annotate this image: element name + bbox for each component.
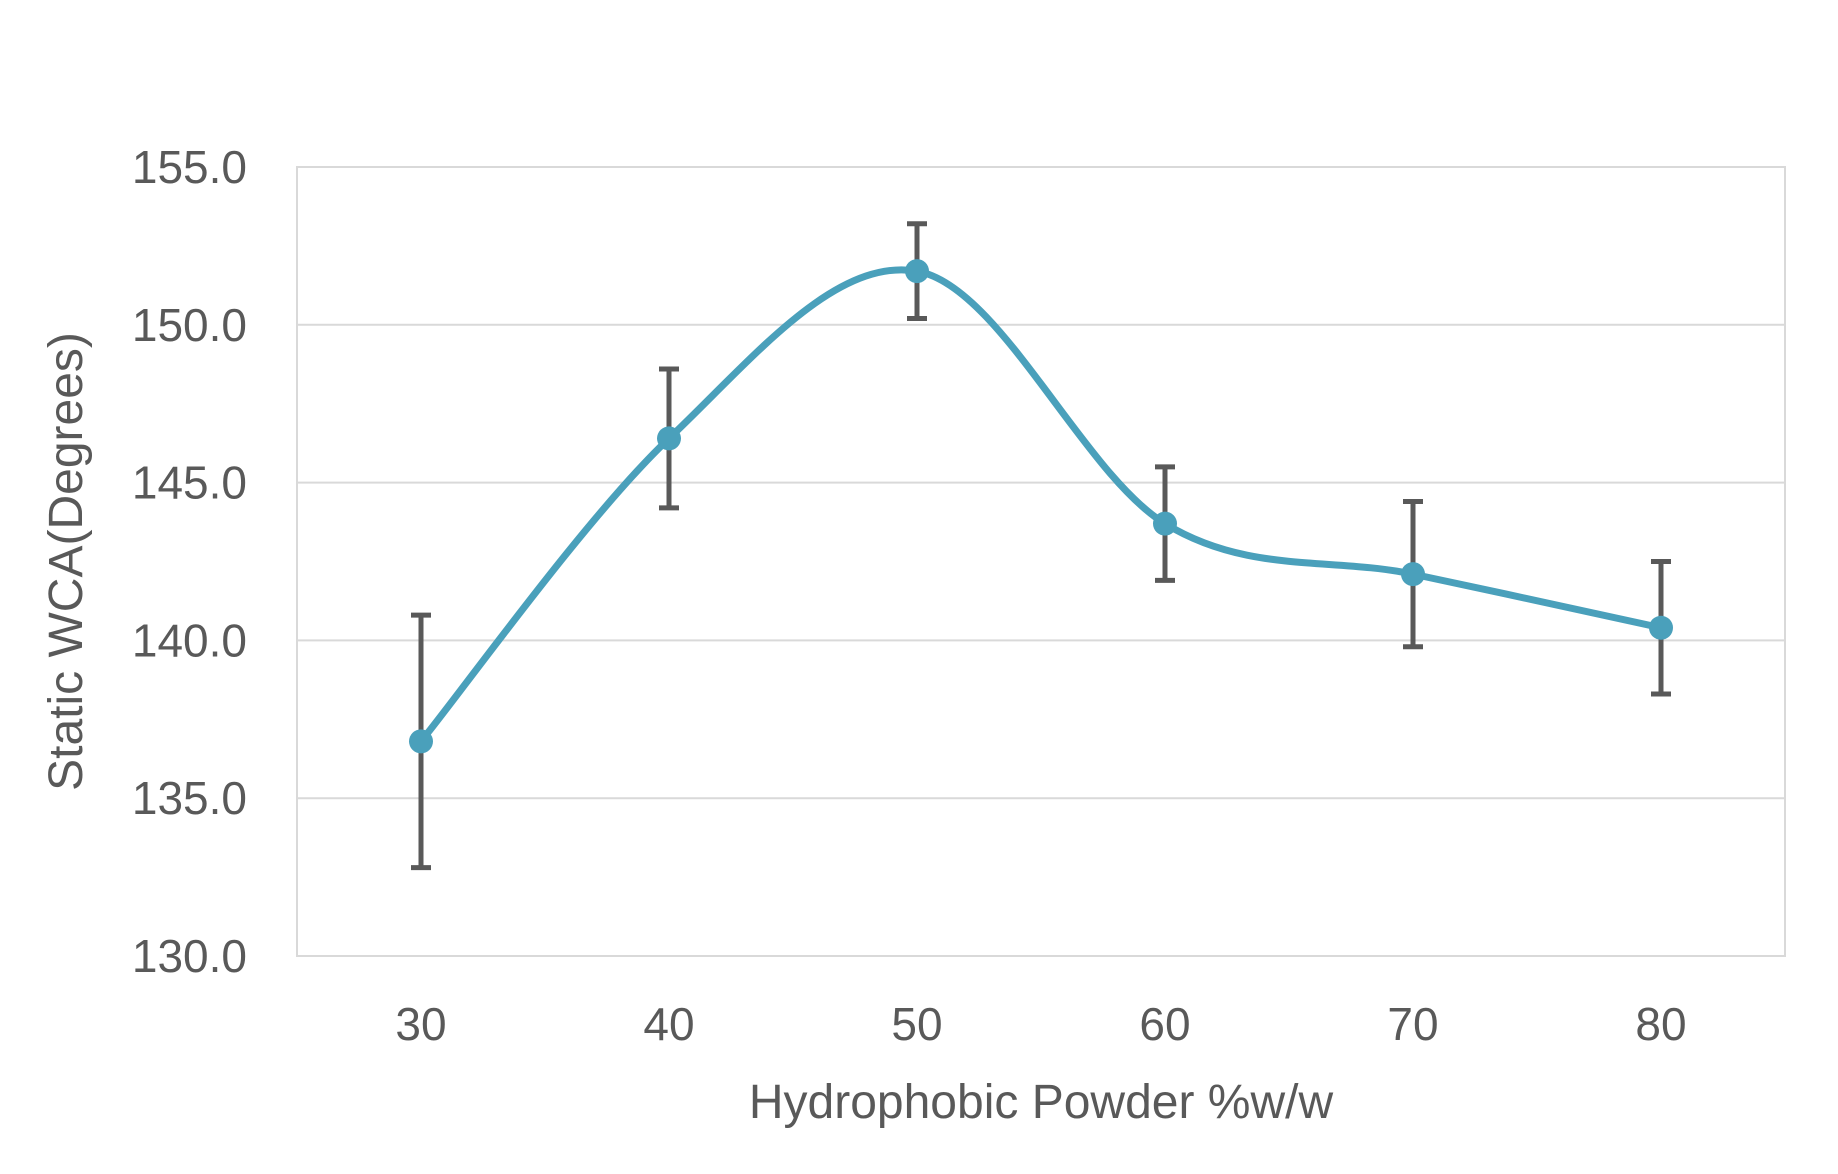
data-point (1649, 615, 1673, 640)
data-points (409, 259, 1673, 754)
gridlines (297, 166, 1785, 957)
x-tick-label: 50 (891, 998, 942, 1050)
x-tick-label: 40 (643, 998, 694, 1050)
plot-area-frame (296, 166, 1786, 957)
data-point (657, 426, 681, 451)
data-point (1153, 511, 1177, 536)
x-tick-label: 30 (395, 998, 446, 1050)
series-line (417, 266, 1665, 745)
data-point (1401, 562, 1425, 587)
y-tick-label: 135.0 (132, 772, 247, 824)
error-bars (411, 221, 1671, 871)
x-tick-label: 70 (1387, 998, 1438, 1050)
x-tick-label: 80 (1635, 998, 1686, 1050)
y-tick-label: 150.0 (132, 299, 247, 351)
x-axis-title: Hydrophobic Powder %w/w (749, 1076, 1334, 1129)
y-tick-label: 140.0 (132, 614, 247, 666)
x-tick-label: 60 (1139, 998, 1190, 1050)
y-axis-ticks: 130.0 135.0 140.0 145.0 150.0 155.0 (132, 141, 247, 982)
x-axis-ticks: 30 40 50 60 70 80 (395, 998, 1686, 1050)
y-tick-label: 130.0 (132, 930, 247, 982)
y-axis-title: Static WCA(Degrees) (40, 332, 93, 791)
data-point (409, 729, 433, 754)
y-tick-label: 155.0 (132, 141, 247, 193)
y-tick-label: 145.0 (132, 457, 247, 509)
data-point (905, 259, 929, 284)
